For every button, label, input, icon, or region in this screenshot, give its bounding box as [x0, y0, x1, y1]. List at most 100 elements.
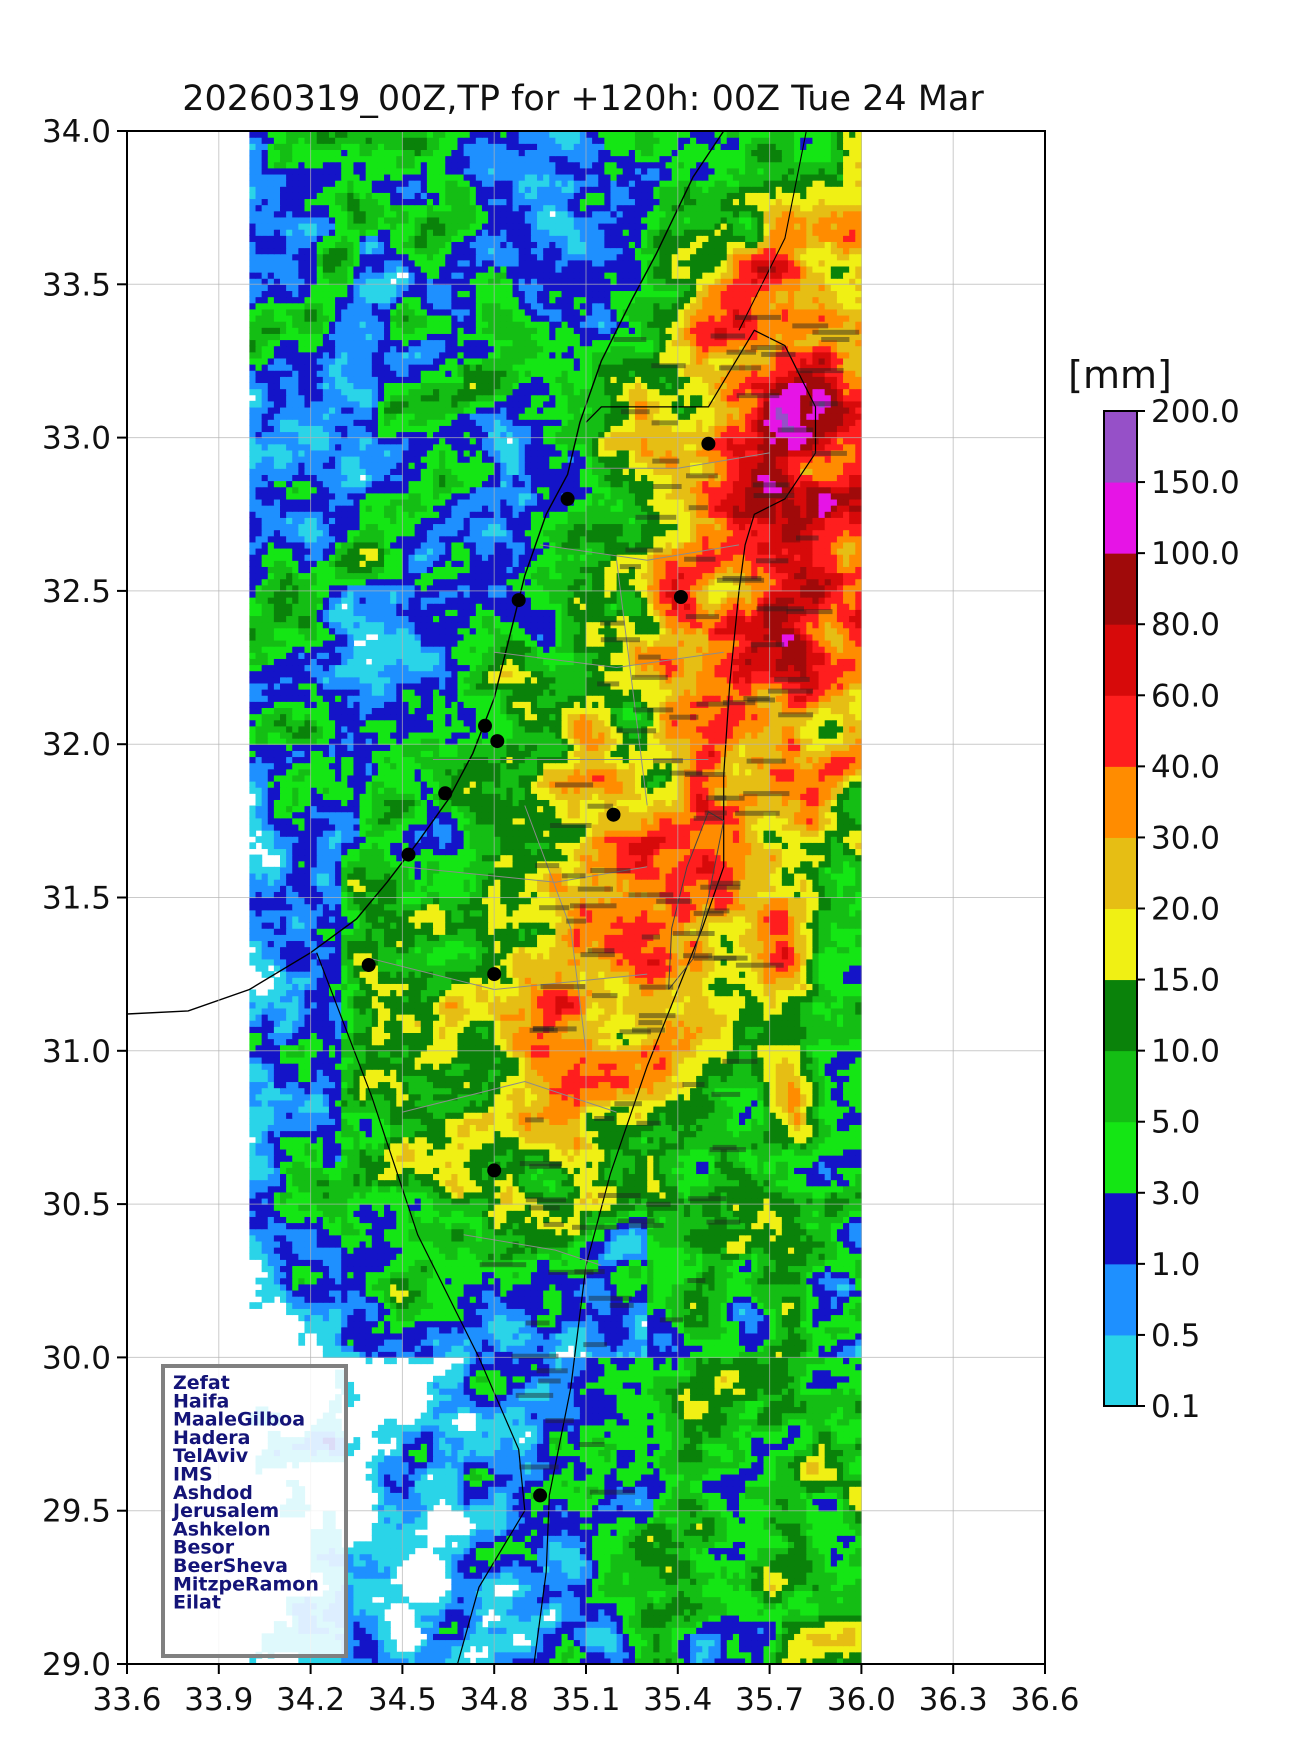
district-label-mark: [792, 323, 828, 328]
district-label-mark: [537, 1368, 568, 1373]
district-label-mark: [778, 428, 814, 433]
colorbar-level-label: 80.0: [1151, 607, 1220, 643]
district-label-mark: [685, 772, 725, 777]
x-tick-label: 36.6: [1010, 1682, 1079, 1718]
district-label-mark: [727, 350, 757, 355]
x-tick-label: 35.1: [551, 1682, 620, 1718]
district-label-mark: [737, 393, 780, 398]
district-label-mark: [629, 1223, 664, 1228]
district-label-mark: [550, 823, 592, 828]
colorbar: 0.10.51.03.05.010.015.020.030.040.060.08…: [1068, 353, 1240, 1425]
district-label-mark: [656, 899, 692, 904]
district-label-mark: [684, 557, 715, 562]
colorbar-segment: [1104, 624, 1137, 696]
district-label-mark: [761, 352, 795, 357]
district-label-mark: [652, 459, 679, 464]
district-label-mark: [736, 963, 784, 968]
district-label-mark: [810, 401, 838, 406]
district-label-mark: [544, 1222, 564, 1227]
colorbar-segment: [1104, 1051, 1137, 1123]
district-label-mark: [705, 811, 727, 816]
district-label-mark: [719, 365, 761, 370]
district-label-mark: [688, 1196, 726, 1201]
colorbar-level-label: 30.0: [1151, 820, 1220, 856]
district-label-mark: [601, 637, 640, 642]
station-legend: ZefatHaifaMaaleGilboaHaderaTelAvivIMSAsh…: [163, 1366, 346, 1656]
colorbar-level-label: 40.0: [1151, 749, 1220, 785]
colorbar-segment: [1104, 1193, 1137, 1265]
colorbar-segment: [1104, 1122, 1137, 1194]
district-label-mark: [610, 1303, 634, 1308]
district-label-mark: [683, 953, 712, 958]
district-label-mark: [562, 873, 586, 878]
district-label-mark: [700, 885, 740, 890]
district-label-mark: [633, 707, 673, 712]
district-label-mark: [694, 816, 723, 821]
station-point: [490, 734, 504, 748]
district-label-mark: [722, 1059, 757, 1064]
district-label-mark: [629, 892, 674, 897]
district-label-mark: [706, 795, 726, 800]
district-label-mark: [590, 868, 630, 873]
district-label-mark: [545, 1418, 573, 1423]
colorbar-level-label: 0.5: [1151, 1318, 1200, 1354]
colorbar-segment: [1104, 909, 1137, 981]
district-label-mark: [588, 804, 614, 809]
district-label-mark: [519, 1465, 559, 1470]
district-label-mark: [538, 1379, 561, 1384]
colorbar-segment: [1104, 482, 1137, 554]
district-label-mark: [535, 863, 559, 868]
district-label-mark: [652, 420, 678, 425]
y-tick-label: 30.5: [42, 1187, 111, 1223]
district-label-mark: [512, 1354, 559, 1359]
station-point: [487, 967, 501, 981]
district-label-mark: [687, 1278, 705, 1283]
district-label-mark: [529, 1164, 561, 1169]
colorbar-segment: [1104, 1264, 1137, 1336]
district-label-mark: [711, 1092, 740, 1097]
district-label-mark: [812, 451, 847, 456]
district-label-mark: [707, 1220, 741, 1225]
colorbar-segment: [1104, 553, 1137, 625]
district-label-mark: [636, 515, 677, 520]
y-tick-label: 29.5: [42, 1494, 111, 1530]
x-tick-label: 36.3: [919, 1682, 988, 1718]
x-tick-label: 35.4: [643, 1682, 712, 1718]
district-label-mark: [682, 1082, 704, 1087]
district-label-mark: [614, 337, 647, 342]
colorbar-unit: [mm]: [1068, 353, 1172, 397]
x-tick-label: 33.6: [92, 1682, 161, 1718]
district-label-mark: [686, 473, 718, 478]
y-tick-label: 30.0: [42, 1340, 111, 1376]
district-label-mark: [673, 931, 715, 936]
district-label-mark: [743, 791, 789, 796]
district-label-mark: [747, 759, 786, 764]
district-label-mark: [735, 315, 781, 320]
district-label-mark: [526, 1321, 550, 1326]
district-label-mark: [778, 712, 813, 717]
district-label-mark: [796, 368, 844, 373]
colorbar-level-label: 15.0: [1151, 963, 1220, 999]
district-label-mark: [796, 536, 819, 541]
district-label-mark: [480, 1262, 527, 1267]
district-label-mark: [689, 505, 708, 510]
district-label-mark: [592, 993, 618, 998]
y-tick-label: 31.5: [42, 881, 111, 917]
district-label-mark: [570, 903, 617, 908]
district-label-mark: [516, 1393, 554, 1398]
station-point: [438, 786, 452, 800]
district-label-mark: [686, 614, 719, 619]
colorbar-level-label: 3.0: [1151, 1176, 1200, 1212]
district-label-mark: [821, 337, 849, 342]
y-tick-label: 32.5: [42, 574, 111, 610]
district-label-mark: [548, 1270, 593, 1275]
district-label-mark: [638, 1020, 662, 1025]
colorbar-segment: [1104, 1335, 1137, 1407]
colorbar-level-label: 1.0: [1151, 1247, 1200, 1283]
x-tick-label: 34.2: [276, 1682, 345, 1718]
colorbar-segment: [1104, 411, 1137, 483]
district-label-mark: [756, 558, 788, 563]
y-tick-label: 31.0: [42, 1034, 111, 1070]
colorbar-level-label: 0.1: [1151, 1389, 1200, 1425]
district-label-mark: [583, 1342, 607, 1347]
